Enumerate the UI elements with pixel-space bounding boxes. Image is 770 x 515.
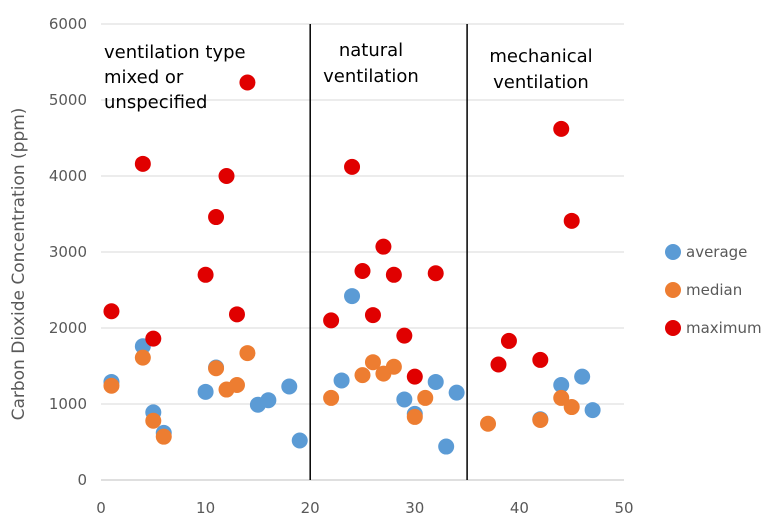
point-median: [155, 428, 172, 445]
point-maximum: [197, 266, 214, 283]
y-tick-label: 4000: [49, 167, 87, 185]
point-median: [385, 358, 402, 375]
point-maximum: [375, 238, 392, 255]
legend-marker-average: [665, 244, 681, 260]
y-axis-label: Carbon Dioxide Concentration (ppm): [9, 108, 29, 421]
point-average: [438, 438, 455, 455]
point-median: [103, 377, 120, 394]
point-maximum: [553, 120, 570, 137]
legend-label-median: median: [686, 281, 742, 299]
point-maximum: [218, 168, 235, 184]
y-tick-label: 6000: [49, 15, 87, 33]
y-tick-label: 1000: [49, 395, 87, 413]
x-tick-label: 20: [301, 499, 320, 515]
point-median: [480, 415, 497, 432]
point-median: [323, 389, 340, 406]
y-tick-labels: 0 1000 2000 3000 4000 5000 6000: [49, 15, 87, 489]
point-maximum: [323, 312, 340, 329]
point-maximum: [396, 327, 413, 344]
point-maximum: [145, 330, 162, 347]
point-average: [553, 377, 570, 393]
point-median: [239, 345, 256, 362]
point-average: [281, 378, 298, 395]
point-maximum: [490, 356, 507, 373]
point-maximum: [344, 158, 361, 175]
point-average: [584, 402, 601, 419]
x-tick-label: 0: [96, 499, 106, 515]
legend-label-maximum: maximum: [686, 319, 762, 337]
point-average: [396, 391, 413, 408]
point-median: [406, 408, 423, 425]
region-label-line: ventilation type: [104, 42, 246, 63]
point-average: [333, 372, 350, 389]
region-label-line: mixed or: [104, 67, 184, 88]
point-maximum: [532, 351, 549, 368]
point-average: [448, 384, 465, 401]
point-maximum: [427, 265, 444, 282]
point-maximum: [239, 74, 256, 91]
point-maximum: [228, 306, 245, 323]
y-tick-label: 2000: [49, 319, 87, 337]
y-tick-label: 3000: [49, 243, 87, 261]
region-label-line: natural: [339, 40, 403, 61]
point-median: [417, 389, 434, 406]
gridlines: [101, 23, 624, 405]
region-label-line: ventilation: [493, 72, 589, 93]
region-label-line: mechanical: [489, 46, 592, 67]
point-maximum: [385, 266, 402, 283]
point-average: [260, 392, 277, 409]
point-average: [197, 383, 214, 400]
point-median: [134, 349, 151, 366]
point-maximum: [500, 332, 517, 349]
x-tick-label: 10: [196, 499, 215, 515]
legend: average median maximum: [665, 243, 762, 337]
x-tick-label: 40: [510, 499, 529, 515]
point-median: [228, 377, 245, 393]
point-median: [354, 367, 371, 384]
x-tick-labels: 0 10 20 30 40 50: [96, 499, 633, 515]
point-median: [145, 412, 162, 429]
point-maximum: [364, 307, 381, 324]
region-labels: ventilation type mixed or unspecified natur…: [104, 40, 593, 113]
data-points: [103, 74, 601, 455]
point-maximum: [134, 155, 151, 172]
point-average: [344, 288, 361, 305]
point-maximum: [208, 209, 225, 226]
x-tick-label: 50: [614, 499, 633, 515]
point-maximum: [103, 303, 120, 320]
region-dividers: [309, 24, 468, 480]
point-median: [208, 360, 225, 377]
legend-marker-median: [665, 282, 681, 298]
point-median: [532, 411, 549, 428]
legend-label-average: average: [686, 243, 747, 261]
point-maximum: [563, 212, 580, 229]
point-average: [427, 373, 444, 390]
point-maximum: [354, 263, 371, 279]
y-tick-label: 0: [77, 471, 87, 489]
x-tick-label: 30: [405, 499, 424, 515]
region-label-line: unspecified: [104, 92, 207, 113]
legend-marker-maximum: [665, 320, 681, 336]
point-median: [364, 354, 381, 371]
y-tick-label: 5000: [49, 91, 87, 109]
point-median: [563, 399, 580, 416]
point-median: [553, 389, 570, 406]
point-average: [291, 432, 308, 449]
point-average: [574, 368, 591, 385]
region-label-line: ventilation: [323, 66, 419, 87]
point-maximum: [406, 368, 423, 385]
